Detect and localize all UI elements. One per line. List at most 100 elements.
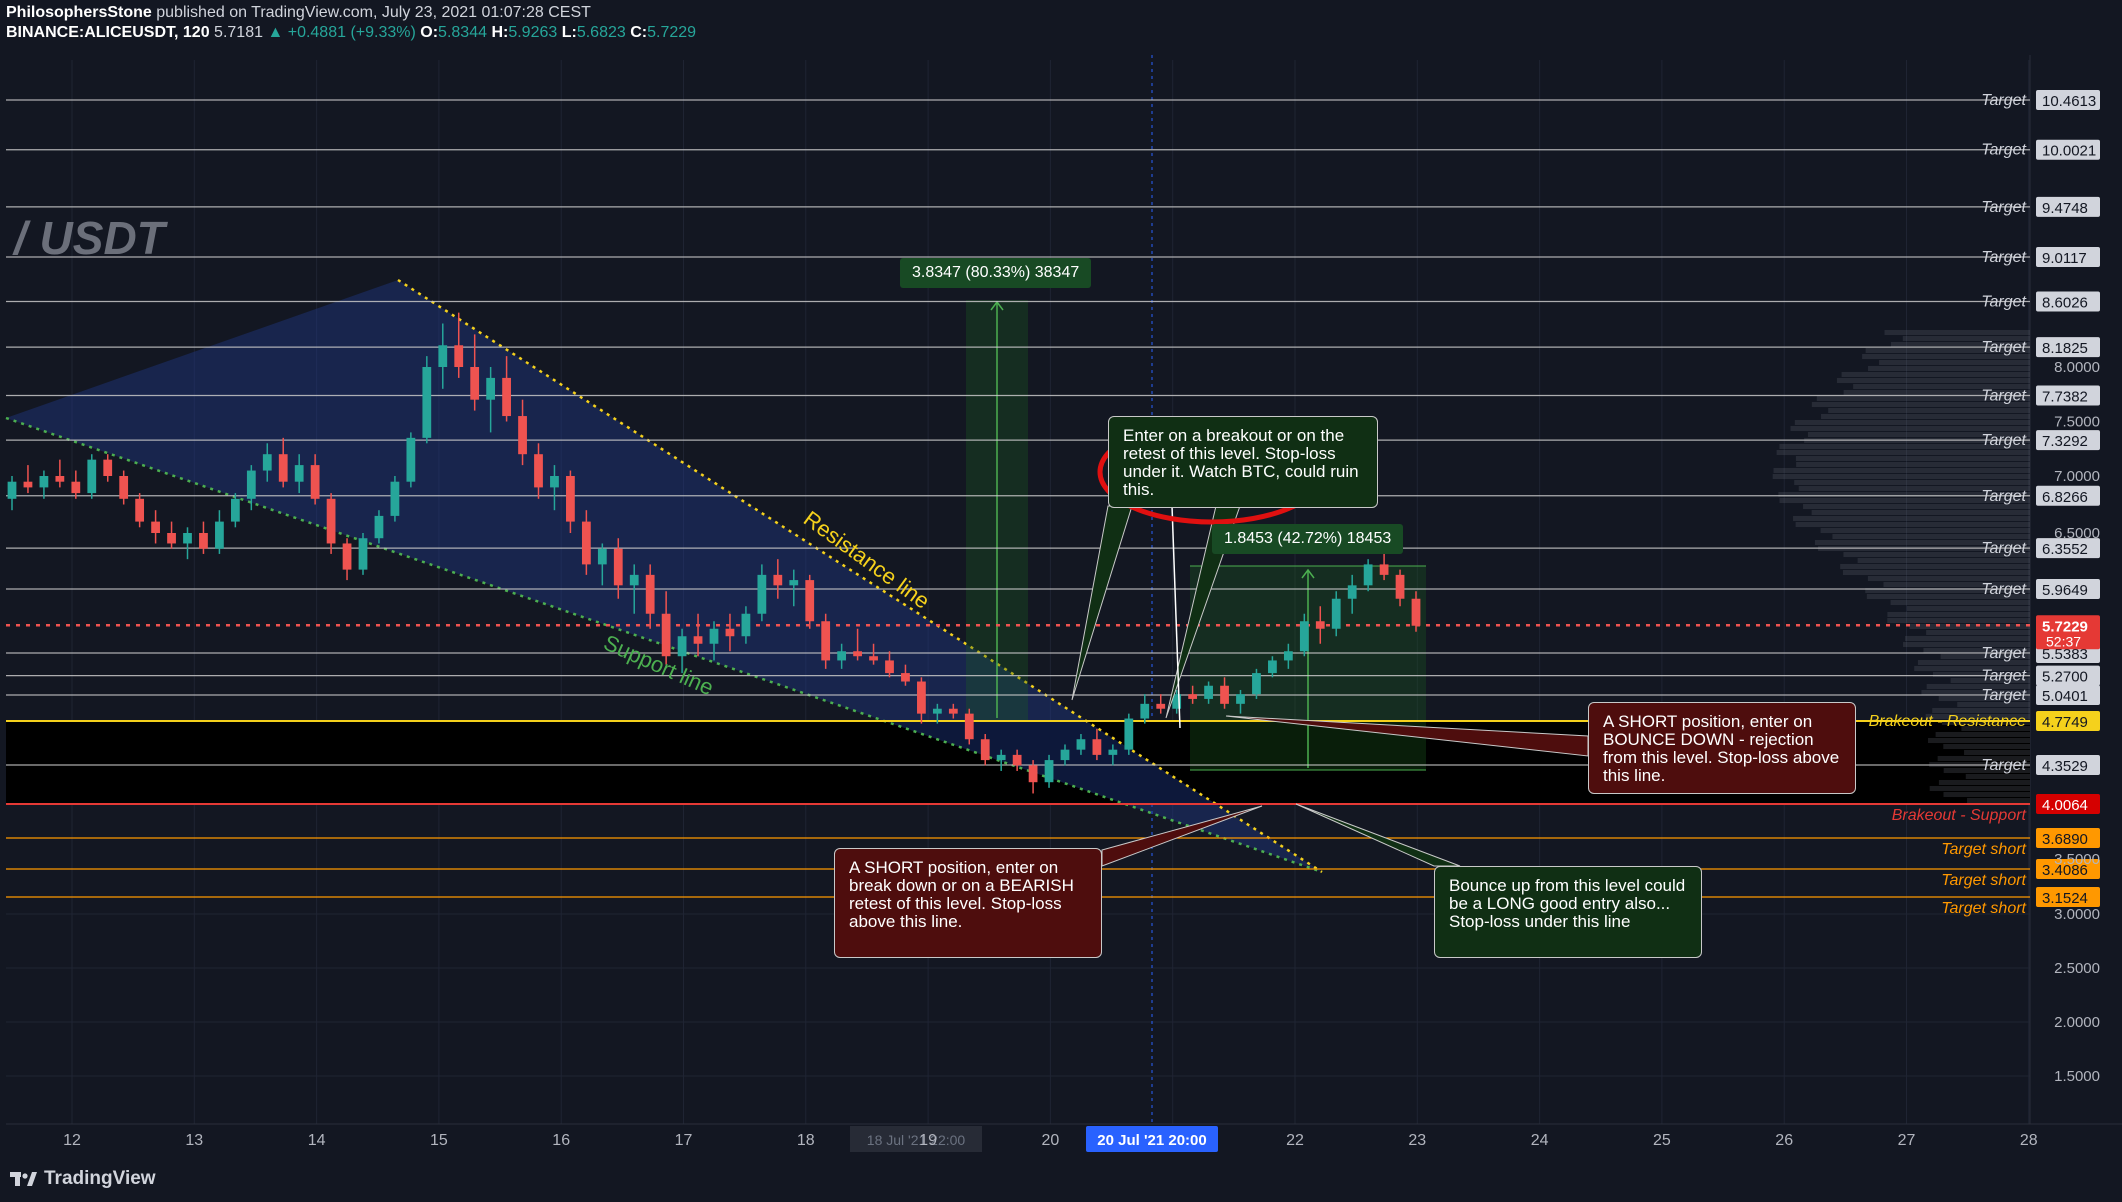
target-price-tag-bg — [2036, 385, 2100, 406]
volume-bar — [1865, 588, 2030, 593]
close-value: 5.7229 — [647, 24, 697, 41]
pointer-long-bounce — [1295, 803, 1461, 867]
candle-body — [1315, 621, 1325, 629]
candle-body — [326, 498, 336, 544]
candle-body — [438, 345, 448, 367]
volume-bar — [1890, 342, 2030, 347]
volume-bar — [1902, 336, 2030, 341]
note-long-bounce[interactable]: Bounce up from this level could be a LON… — [1434, 866, 1702, 958]
candle-body — [1156, 703, 1166, 709]
candle-body — [613, 548, 623, 586]
time-axis[interactable]: 18 Jul '21 22:00121314151617181920212223… — [63, 1126, 2038, 1152]
volume-bar — [1790, 426, 2030, 431]
volume-bar — [1811, 510, 2030, 515]
short-target-price-tag-bg — [2036, 828, 2100, 848]
target-label: Target — [1981, 339, 2026, 356]
volume-bar — [1795, 456, 2030, 461]
volume-bar — [1816, 396, 2030, 401]
target-price-tag: 8.1825 — [2042, 340, 2088, 357]
symbol-label[interactable]: BINANCE:ALICEUSDT, 120 — [6, 24, 210, 41]
y-tick-label: 2.0000 — [2054, 1014, 2100, 1031]
candle-body — [1363, 564, 1373, 586]
volume-bar — [1890, 600, 2030, 605]
note-breakout[interactable]: Enter on a breakout or on the retest of … — [1108, 416, 1378, 508]
volume-bar — [1925, 714, 2030, 719]
target-price-tag-bg — [2036, 579, 2100, 599]
candle-body — [87, 459, 97, 494]
candle-body — [470, 367, 480, 400]
short-target-price-tag: 3.4086 — [2042, 862, 2088, 879]
candle-body — [597, 548, 607, 565]
candle-body — [693, 636, 703, 644]
y-tick-label: 7.5000 — [2054, 414, 2100, 431]
volume-bar — [1965, 774, 2030, 779]
open-value: 5.8344 — [438, 24, 487, 41]
candle-body — [996, 754, 1006, 761]
target-label: Target — [1981, 581, 2026, 598]
candle-body — [262, 454, 272, 471]
candle-body — [1188, 694, 1198, 699]
candle-body — [534, 454, 543, 488]
candle-body — [167, 533, 176, 544]
volume-bar — [1961, 726, 2030, 731]
note-short-break[interactable]: A SHORT position, enter on break down or… — [834, 848, 1102, 958]
target-label: Target — [1981, 687, 2026, 704]
volume-bar — [1794, 480, 2030, 485]
candle-body — [773, 574, 783, 586]
volume-bar — [1803, 504, 2030, 509]
volume-bar — [1779, 498, 2030, 503]
volume-bar — [1779, 444, 2030, 449]
price-chart[interactable]: Target Target Target Target Target Target Targ… — [0, 0, 2122, 1160]
target-price-tag: 5.2700 — [2042, 669, 2088, 686]
target-price-tag-bg — [2036, 755, 2100, 775]
y-tick-label: 2.5000 — [2054, 960, 2100, 977]
volume-bar — [1776, 450, 2030, 455]
volume-bar — [1940, 654, 2030, 659]
candle-body — [71, 481, 81, 494]
open-label: O: — [420, 24, 439, 41]
author-name[interactable]: PhilosophersStone — [6, 4, 152, 21]
target-price-tag-bg — [2036, 665, 2100, 686]
volume-bar — [1937, 756, 2030, 761]
breakout-price-tag: 4.0064 — [2042, 797, 2088, 814]
published-info: published on TradingView.com, July 23, 2… — [156, 4, 591, 21]
volume-bar — [1832, 534, 2030, 539]
candle-body — [151, 521, 160, 533]
target-price-tag: 5.9649 — [2042, 582, 2088, 599]
price-axis[interactable]: 10.4613 10.0021 9.4748 9.0117 8.6026 8.1825 7.… — [2036, 90, 2100, 1085]
volume-bar — [1943, 768, 2030, 773]
candle-body — [853, 651, 862, 657]
candle-body — [199, 533, 208, 549]
candle-body — [932, 708, 942, 714]
candle-body — [119, 476, 129, 499]
candle-body — [661, 613, 671, 657]
short-target-price-tag-bg — [2036, 887, 2100, 907]
candle-body — [1204, 685, 1213, 699]
tradingview-logo-icon — [10, 1172, 37, 1186]
candle-body — [789, 580, 799, 586]
candle-body — [1379, 564, 1389, 575]
x-tick-label: 18 — [797, 1132, 815, 1149]
volume-bar — [1796, 462, 2030, 467]
candle-body — [1108, 749, 1118, 755]
tradingview-logo[interactable]: TradingView — [10, 1168, 156, 1190]
target-label: Target — [1981, 142, 2026, 159]
target-price-tag: 7.3292 — [2042, 433, 2088, 450]
candle-body — [1060, 749, 1070, 761]
secondary-date-tag-bg — [850, 1126, 982, 1152]
volume-bar — [1884, 330, 2030, 335]
pointer-breakout-arrow — [1171, 505, 1181, 729]
volume-bar — [1795, 522, 2030, 527]
footer-bar: TradingView — [0, 1160, 2122, 1202]
candle-body — [725, 628, 735, 637]
volume-bar — [1807, 432, 2030, 437]
target-price-tag-bg — [2036, 685, 2100, 705]
target-label: Target — [1981, 249, 2026, 266]
short-target-label: Target short — [1941, 872, 2026, 889]
candle-body — [1220, 685, 1229, 704]
note-short-bounce[interactable]: A SHORT position, enter on BOUNCE DOWN -… — [1588, 702, 1856, 794]
candle-body — [103, 459, 113, 476]
volume-bar — [1926, 630, 2030, 635]
target-label: Target — [1981, 540, 2026, 557]
candle-body — [278, 454, 288, 482]
